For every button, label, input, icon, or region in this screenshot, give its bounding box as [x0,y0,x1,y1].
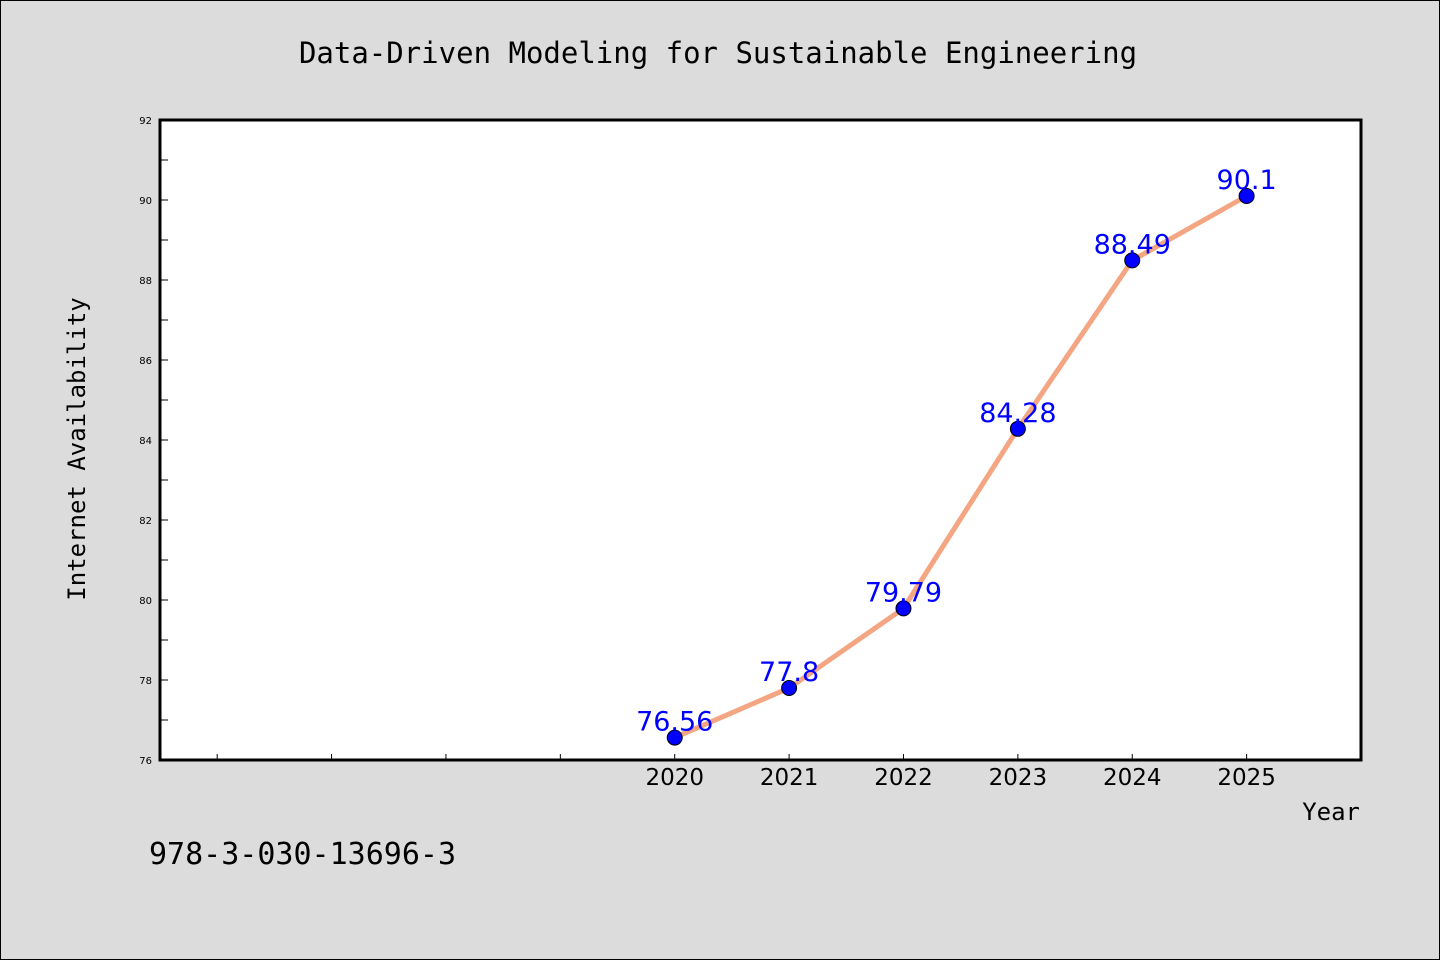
y-tick-label: 90 [139,196,152,207]
data-point-label: 90.1 [1217,165,1277,196]
series-line [672,193,1250,741]
data-point-marker [1238,188,1255,204]
data-labels: 76.56 77.8 79.79 84.28 88.49 90.1 [636,165,1277,738]
data-point-marker [895,600,912,617]
data-point-label: 76.56 [636,707,713,738]
plot-area [160,120,1361,760]
data-point-label: 77.8 [759,657,819,688]
data-point-marker [1124,252,1141,269]
data-markers [666,188,1255,746]
x-axis-label: Year [1302,798,1360,826]
isbn-text: 978-3-030-13696-3 [149,837,456,872]
y-tick-label: 82 [139,516,152,527]
data-point-label: 88.49 [1094,229,1171,260]
data-point-marker [666,729,683,746]
x-tick-label: 2022 [874,765,933,791]
y-tick-label: 78 [139,676,152,687]
y-tick-label: 92 [139,116,152,127]
x-tick-label: 2025 [1217,765,1276,791]
y-tick-label: 86 [139,356,152,367]
x-tick-label: 2021 [760,765,819,791]
data-point-label: 79.79 [865,577,942,608]
y-tick-label: 80 [139,596,152,607]
chart-title: Data-Driven Modeling for Sustainable Eng… [299,36,1137,70]
x-axis-ticks: 2020 2021 2022 2023 2024 2025 [216,754,1362,791]
y-axis-label: Internet Availability [63,297,91,600]
y-tick-label: 84 [139,436,152,447]
y-tick-label: 88 [139,276,152,287]
x-tick-label: 2023 [989,765,1048,791]
data-point-marker [781,680,798,696]
x-tick-label: 2020 [645,765,704,791]
data-point-marker [1009,420,1026,437]
y-tick-label: 76 [139,756,152,767]
plot-border [158,118,1363,762]
data-point-label: 84.28 [979,398,1056,429]
x-tick-label: 2024 [1103,765,1162,791]
